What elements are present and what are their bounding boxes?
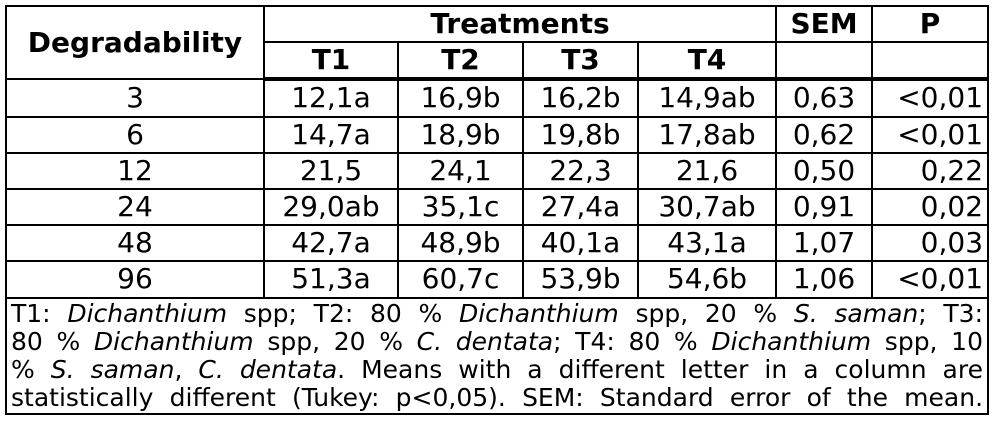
cell-p: <0,01 xyxy=(871,260,990,299)
header-t3: T3 xyxy=(522,41,639,82)
cell-p: 0,03 xyxy=(871,224,990,263)
cell-sem: 1,06 xyxy=(775,260,874,299)
cell-sem: 0,91 xyxy=(775,187,874,227)
cell-t2: 24,1 xyxy=(397,151,524,190)
header-t1: T1 xyxy=(263,41,399,82)
header-sem: SEM xyxy=(775,4,874,44)
cell-sem: 0,50 xyxy=(775,151,874,190)
table-row: 6 14,7a 18,9b 19,8b 17,8ab 0,62 <0,01 xyxy=(5,115,990,154)
cell-t3: 22,3 xyxy=(522,151,639,190)
degradability-table: Degradability Treatments SEM P T1 T2 T3 … xyxy=(4,4,990,415)
header-p-empty-cell xyxy=(871,41,990,82)
cell-t4: 54,6b xyxy=(636,260,778,299)
header-t4: T4 xyxy=(636,41,778,82)
cell-t1: 42,7a xyxy=(263,224,399,263)
cell-t2: 48,9b xyxy=(397,224,524,263)
header-treatments: Treatments xyxy=(262,4,778,44)
cell-p: <0,01 xyxy=(871,78,990,118)
cell-t3: 40,1a xyxy=(522,224,639,263)
cell-p: <0,01 xyxy=(871,115,990,154)
header-degradability: Degradability xyxy=(5,4,265,81)
cell-t2: 60,7c xyxy=(397,260,524,299)
cell-degradability: 96 xyxy=(5,260,265,299)
cell-sem: 0,62 xyxy=(775,115,874,154)
cell-degradability: 48 xyxy=(5,224,265,263)
table-row: 3 12,1a 16,9b 16,2b 14,9ab 0,63 <0,01 xyxy=(5,78,990,118)
cell-sem: 0,63 xyxy=(775,78,874,118)
cell-t3: 53,9b xyxy=(522,260,639,299)
cell-t2: 18,9b xyxy=(397,115,524,154)
cell-t1: 29,0ab xyxy=(263,187,399,227)
header-t2: T2 xyxy=(397,41,524,82)
cell-t4: 17,8ab xyxy=(636,115,778,154)
cell-t1: 14,7a xyxy=(263,115,399,154)
table-row: 24 29,0ab 35,1c 27,4a 30,7ab 0,91 0,02 xyxy=(5,187,990,227)
cell-degradability: 24 xyxy=(5,187,265,227)
footnote: T1: Dichanthium spp; T2: 80 % Dichanthiu… xyxy=(4,296,990,415)
cell-t2: 35,1c xyxy=(397,187,524,227)
cell-t2: 16,9b xyxy=(397,78,524,118)
cell-p: 0,22 xyxy=(871,151,990,190)
table-row: 96 51,3a 60,7c 53,9b 54,6b 1,06 <0,01 xyxy=(5,260,990,299)
footnote-row: T1: Dichanthium spp; T2: 80 % Dichanthiu… xyxy=(4,296,990,415)
header-p: P xyxy=(871,4,990,44)
table-row: 48 42,7a 48,9b 40,1a 43,1a 1,07 0,03 xyxy=(5,224,990,263)
cell-degradability: 12 xyxy=(5,151,265,190)
cell-t3: 19,8b xyxy=(522,115,639,154)
table-row: 12 21,5 24,1 22,3 21,6 0,50 0,22 xyxy=(5,151,990,190)
cell-t4: 43,1a xyxy=(636,224,778,263)
cell-t4: 30,7ab xyxy=(636,187,778,227)
cell-degradability: 6 xyxy=(5,115,265,154)
cell-t4: 14,9ab xyxy=(636,78,778,118)
cell-degradability: 3 xyxy=(5,78,265,118)
header-row-2: T1 T2 T3 T4 xyxy=(6,41,990,82)
cell-t1: 12,1a xyxy=(263,78,399,118)
cell-t3: 27,4a xyxy=(522,187,639,227)
cell-t3: 16,2b xyxy=(522,78,639,118)
cell-sem: 1,07 xyxy=(775,224,874,263)
header-row-1: Degradability Treatments SEM P xyxy=(5,4,990,81)
cell-t1: 21,5 xyxy=(263,151,399,190)
header-sem-empty-cell xyxy=(775,41,874,82)
cell-p: 0,02 xyxy=(871,187,990,227)
cell-t4: 21,6 xyxy=(636,151,778,190)
cell-t1: 51,3a xyxy=(263,260,399,299)
